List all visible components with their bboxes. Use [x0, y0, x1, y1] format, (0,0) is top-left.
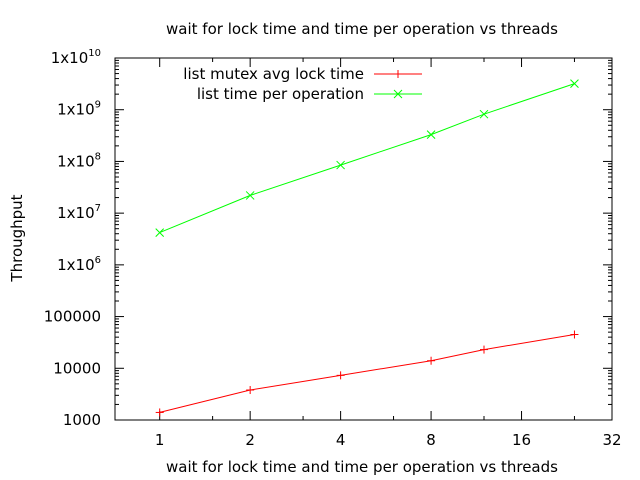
data-point	[570, 79, 579, 88]
y-tick-label: 1x107	[57, 203, 101, 222]
data-point	[479, 109, 489, 119]
y-tick-label: 1000	[63, 411, 101, 429]
y-tick-label: 1x1010	[51, 48, 101, 67]
plot-area: 1000 10000 100000 1x106 1x107 1x108 1x109 1x101…	[44, 48, 622, 449]
x-tick-label: 1	[155, 431, 165, 449]
data-point	[155, 408, 164, 417]
y-axis-ticks	[115, 57, 612, 421]
legend-item: list time per operation	[197, 85, 422, 103]
x-axis-tick-labels: 1 2 4 8 16 32	[155, 431, 622, 449]
y-axis-label: Throughput	[8, 194, 26, 282]
data-point-marker-d2	[393, 89, 403, 99]
chart-title: wait for lock time and time per operatio…	[166, 20, 558, 38]
series-2	[155, 79, 579, 237]
x-tick-label: 8	[426, 431, 436, 449]
series-line	[159, 83, 575, 234]
data-point	[570, 330, 579, 339]
data-point	[336, 371, 345, 380]
legend: list mutex avg lock time list time per op…	[183, 65, 422, 103]
data-point-marker-d2	[336, 160, 345, 170]
x-tick-label: 2	[245, 431, 255, 449]
y-tick-label: 100000	[44, 308, 101, 326]
data-point-marker-d2	[245, 191, 255, 200]
y-tick-label: 1x108	[57, 151, 101, 170]
y-axis-tick-labels: 1000 10000 100000 1x106 1x107 1x108 1x109 1x101…	[44, 48, 101, 429]
data-point-marker-d2	[426, 130, 436, 139]
legend-label: list mutex avg lock time	[183, 65, 364, 83]
data-point	[246, 386, 255, 395]
series-1	[155, 330, 579, 417]
data-point	[427, 356, 436, 365]
x-axis-label: wait for lock time and time per operatio…	[166, 458, 558, 476]
data-point	[426, 130, 436, 139]
x-tick-label: 4	[336, 431, 346, 449]
x-tick-label: 16	[512, 431, 531, 449]
data-point	[245, 191, 255, 200]
series-line	[159, 334, 575, 413]
x-tick-label: 32	[602, 431, 621, 449]
data-point	[155, 228, 165, 237]
data-point	[336, 160, 345, 170]
y-tick-label: 1x106	[57, 255, 101, 274]
data-point	[479, 345, 488, 354]
x-axis-ticks	[159, 58, 613, 420]
y-tick-label: 1x109	[57, 100, 101, 119]
y-tick-label: 10000	[53, 359, 101, 377]
legend-item: list mutex avg lock time	[183, 65, 422, 83]
data-point-marker-d2	[479, 109, 489, 119]
data-point-marker-d2	[155, 228, 165, 237]
plot-frame	[114, 57, 613, 421]
data-point-marker-d2	[570, 79, 579, 88]
legend-label: list time per operation	[197, 85, 364, 103]
